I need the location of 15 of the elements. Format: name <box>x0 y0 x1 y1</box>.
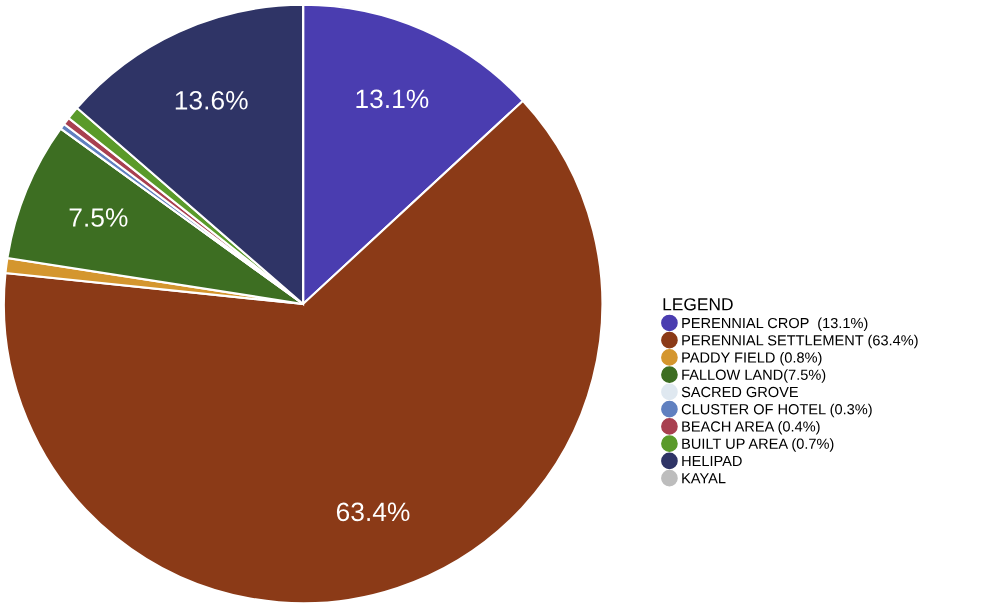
legend-label: PERENNIAL SETTLEMENT (63.4%) <box>682 334 918 349</box>
legend-title: LEGEND <box>663 298 733 311</box>
data-label: 13.1% <box>356 89 429 109</box>
legend-label: CLUSTER OF HOTEL (0.3%) <box>681 403 872 418</box>
legend-label: FALLOW LAND(7.5%) <box>682 369 826 383</box>
legend-label: PERENNIAL CROP (13.1%) <box>682 317 868 332</box>
legend-label: PADDY FIELD (0.8%) <box>682 351 822 366</box>
legend-label: BUILT UP AREA (0.7%) <box>682 438 834 452</box>
legend-label: BEACH AREA (0.4%) <box>682 420 820 435</box>
legend-label: SACRED GROVE <box>681 386 798 398</box>
data-label: 63.4% <box>336 502 410 522</box>
legend-label: KAYAL <box>682 473 726 484</box>
data-label: 13.6% <box>175 90 248 110</box>
legend-label: HELIPAD <box>682 455 742 466</box>
data-label: 7.5% <box>69 208 128 227</box>
